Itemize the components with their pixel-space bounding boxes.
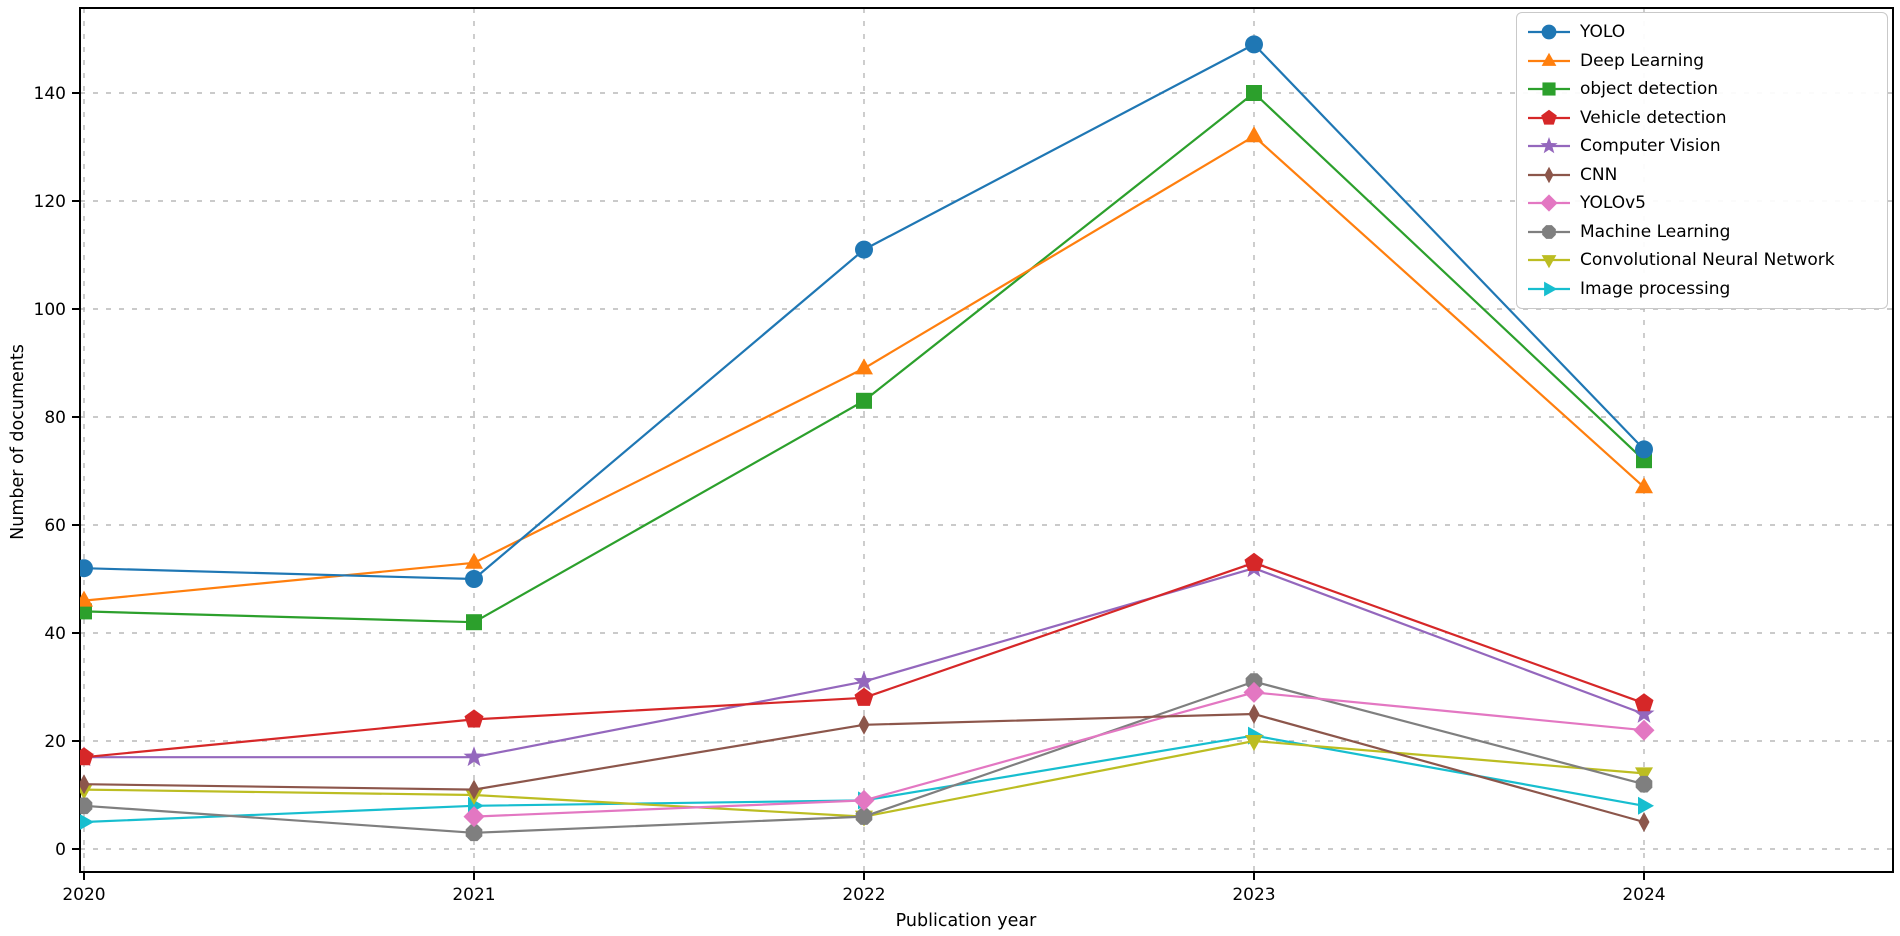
legend-item-convolutional-neural-network: Convolutional Neural Network [1526, 249, 1877, 271]
marker-yolov5-2021 [463, 806, 485, 828]
x-tick-label: 2021 [452, 885, 495, 905]
marker-object-detection-2023 [1246, 85, 1262, 101]
marker-cnn-2020 [80, 774, 90, 795]
marker-deep-learning-2023 [1245, 126, 1263, 143]
legend-label-convolutional-neural-network: Convolutional Neural Network [1580, 250, 1835, 270]
marker-yolo-2023 [1245, 35, 1263, 54]
marker-vehicle-detection-2020 [80, 747, 94, 766]
legend-label-vehicle-detection: Vehicle detection [1580, 107, 1727, 128]
marker-machine-learning-2021 [465, 824, 483, 842]
marker-object-detection-2020 [80, 603, 92, 620]
legend-marker-cnn-icon [1528, 166, 1570, 183]
marker-yolo-2024 [1635, 440, 1653, 459]
x-tick-label: 2020 [62, 885, 105, 905]
marker-vehicle-detection-2023 [1244, 552, 1264, 571]
marker-image-processing-2020 [80, 814, 94, 830]
legend-label-image-processing: Image processing [1580, 278, 1731, 299]
legend-item-vehicle-detection: Vehicle detection [1526, 107, 1877, 129]
legend-label-deep-learning: Deep Learning [1580, 50, 1705, 71]
legend-marker-yolo-icon [1528, 24, 1570, 40]
marker-deep-learning-2022 [855, 358, 873, 375]
series-deep-learning [80, 126, 1653, 607]
y-tick-label: 40 [44, 624, 66, 644]
marker-computer-vision-2021 [463, 746, 485, 767]
y-tick-label: 0 [55, 840, 66, 860]
axis-ticks [72, 92, 1645, 880]
marker-deep-learning-2020 [80, 590, 93, 607]
legend-label-yolov5: YOLOv5 [1580, 193, 1646, 213]
marker-computer-vision-2022 [853, 670, 875, 691]
legend-item-yolov5: YOLOv5 [1526, 192, 1877, 214]
legend-label-cnn: CNN [1580, 164, 1618, 185]
legend-item-yolo: YOLO [1526, 21, 1877, 43]
marker-machine-learning-2020 [80, 797, 93, 815]
legend-marker-yolov5-icon [1528, 194, 1570, 212]
x-tick-label: 2022 [842, 885, 885, 905]
marker-computer-vision-2024 [1633, 703, 1655, 723]
marker-convolutional-neural-network-2024 [1635, 767, 1653, 784]
y-axis-label: Number of documents [8, 344, 28, 540]
plot-border [79, 7, 1894, 873]
y-tick-label: 120 [34, 192, 66, 212]
legend-marker-image-processing-icon [1528, 281, 1570, 296]
legend-item-object-detection: object detection [1526, 78, 1877, 100]
legend-marker-deep-learning-icon [1528, 52, 1570, 66]
series-yolov5 [463, 681, 1655, 828]
marker-yolo-2021 [465, 570, 483, 588]
marker-yolov5-2023 [1243, 681, 1265, 703]
legend-item-image-processing: Image processing [1526, 278, 1877, 300]
x-axis-label: Publication year [895, 911, 1037, 931]
marker-object-detection-2022 [856, 392, 872, 409]
marker-machine-learning-2024 [1635, 775, 1653, 793]
marker-vehicle-detection-2024 [1634, 693, 1654, 712]
legend-marker-object-detection-icon [1528, 82, 1570, 96]
series-machine-learning [80, 673, 1653, 842]
legend-marker-computer-vision-icon [1528, 136, 1570, 154]
legend: YOLO Deep Learning object detection Vehicle… [1516, 12, 1888, 309]
marker-yolov5-2022 [853, 789, 875, 811]
y-tick-label: 80 [44, 408, 66, 428]
marker-cnn-2021 [468, 779, 480, 800]
series-yolo [80, 35, 1653, 588]
series-vehicle-detection [80, 552, 1654, 766]
legend-marker-vehicle-detection-icon [1528, 109, 1570, 125]
x-tick-label: 2023 [1232, 885, 1275, 905]
marker-image-processing-2024 [1638, 796, 1654, 815]
marker-vehicle-detection-2021 [464, 709, 484, 728]
marker-cnn-2024 [1638, 812, 1650, 832]
marker-convolutional-neural-network-2023 [1245, 735, 1263, 751]
legend-label-computer-vision: Computer Vision [1580, 136, 1721, 156]
marker-machine-learning-2023 [1245, 673, 1263, 690]
marker-cnn-2023 [1248, 704, 1260, 724]
legend-item-deep-learning: Deep Learning [1526, 50, 1877, 72]
legend-item-computer-vision: Computer Vision [1526, 135, 1877, 157]
legend-label-machine-learning: Machine Learning [1580, 221, 1731, 242]
y-tick-label: 60 [44, 516, 66, 536]
marker-machine-learning-2022 [855, 808, 873, 825]
marker-deep-learning-2021 [465, 552, 483, 569]
marker-yolo-2022 [855, 240, 873, 259]
legend-label-yolo: YOLO [1580, 22, 1626, 42]
x-tick-label: 2024 [1622, 885, 1665, 905]
series-line-yolov5 [473, 691, 1645, 818]
legend-label-object-detection: object detection [1580, 79, 1719, 99]
legend-marker-machine-learning-icon [1528, 224, 1570, 239]
axis-tick-labels: 0 20 40 60 80 100 120 140 2020 2021 2022 2023 2024 [34, 84, 1666, 905]
marker-yolo-2020 [80, 559, 93, 578]
y-tick-label: 20 [44, 732, 66, 752]
series-cnn [80, 704, 1650, 832]
legend-item-machine-learning: Machine Learning [1526, 221, 1877, 243]
marker-deep-learning-2024 [1635, 477, 1653, 494]
y-tick-label: 140 [34, 84, 66, 104]
legend-item-cnn: CNN [1526, 164, 1877, 186]
marker-object-detection-2021 [466, 614, 482, 631]
y-tick-label: 100 [34, 300, 66, 320]
plot-area [80, 35, 1655, 842]
marker-vehicle-detection-2022 [854, 687, 874, 706]
marker-yolov5-2024 [1633, 719, 1655, 741]
marker-cnn-2022 [858, 714, 870, 735]
legend-marker-convolutional-neural-network-icon [1528, 255, 1570, 269]
